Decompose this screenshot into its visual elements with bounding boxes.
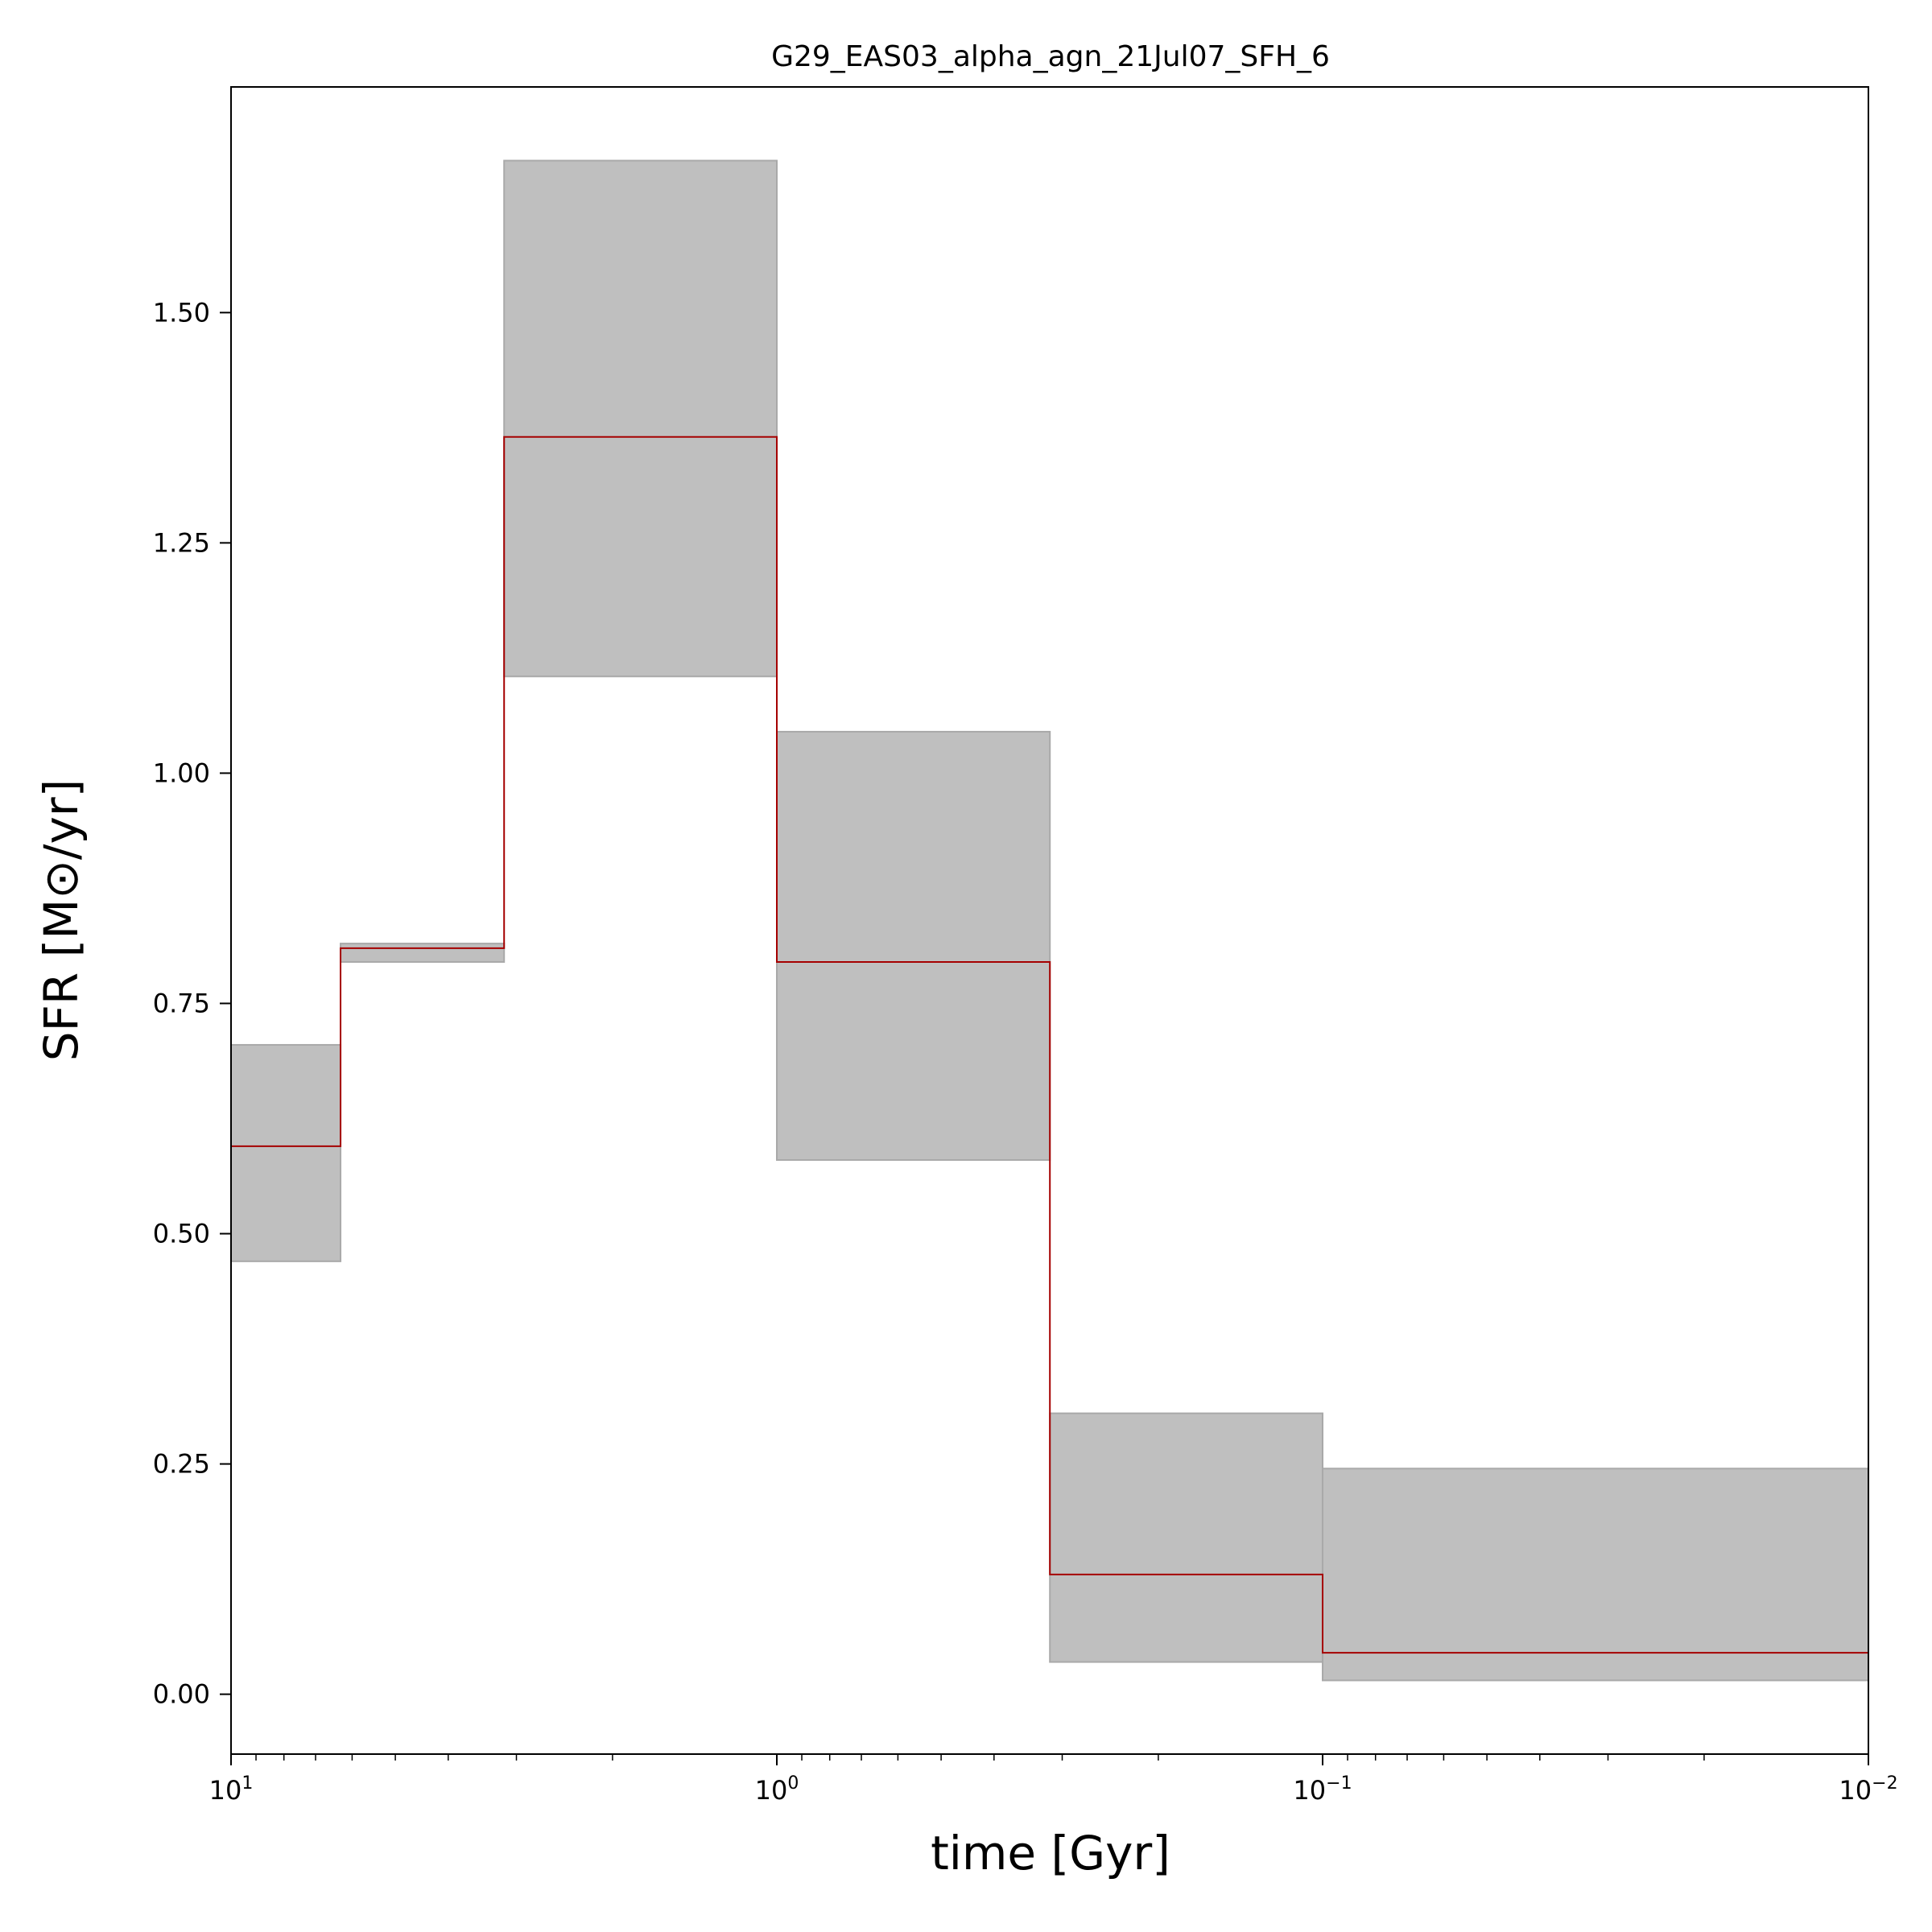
uncertainty-band-1 [230,1043,342,1262]
x-tick-label: 101 [209,1773,254,1806]
x-axis-label: time [Gyr] [931,1826,1170,1880]
y-tick-label: 1.00 [153,758,210,788]
uncertainty-band-6 [1322,1468,1869,1682]
y-axis: 0.00 0.25 0.50 0.75 1.00 1.25 1.50 [153,297,231,1710]
uncertainty-band-2 [340,943,506,963]
x-tick-label: 10−1 [1293,1773,1352,1806]
uncertainty-band-4 [776,730,1051,1161]
median-sfr-series [231,436,1868,1654]
x-axis: 101 100 10−1 10−2 [209,1754,1898,1806]
uncertainty-bands [230,159,1869,1682]
uncertainty-band-5 [1049,1412,1323,1663]
y-tick-label: 0.25 [153,1449,210,1480]
plot-frame [230,86,1869,1755]
y-tick-label: 0.75 [153,988,210,1018]
y-axis-label: SFR [M⊙/yr] [34,779,89,1062]
y-tick-label: 1.50 [153,297,210,328]
y-tick-label: 1.25 [153,527,210,558]
x-tick-label: 100 [755,1773,799,1806]
x-tick-label: 10−2 [1839,1773,1897,1806]
median-sfr-line [231,436,1868,1654]
uncertainty-band-3 [503,159,778,678]
chart-title: G29_EAS03_alpha_agn_21Jul07_SFH_6 [771,40,1330,73]
y-tick-label: 0.50 [153,1219,210,1249]
y-tick-label: 0.00 [153,1679,210,1710]
